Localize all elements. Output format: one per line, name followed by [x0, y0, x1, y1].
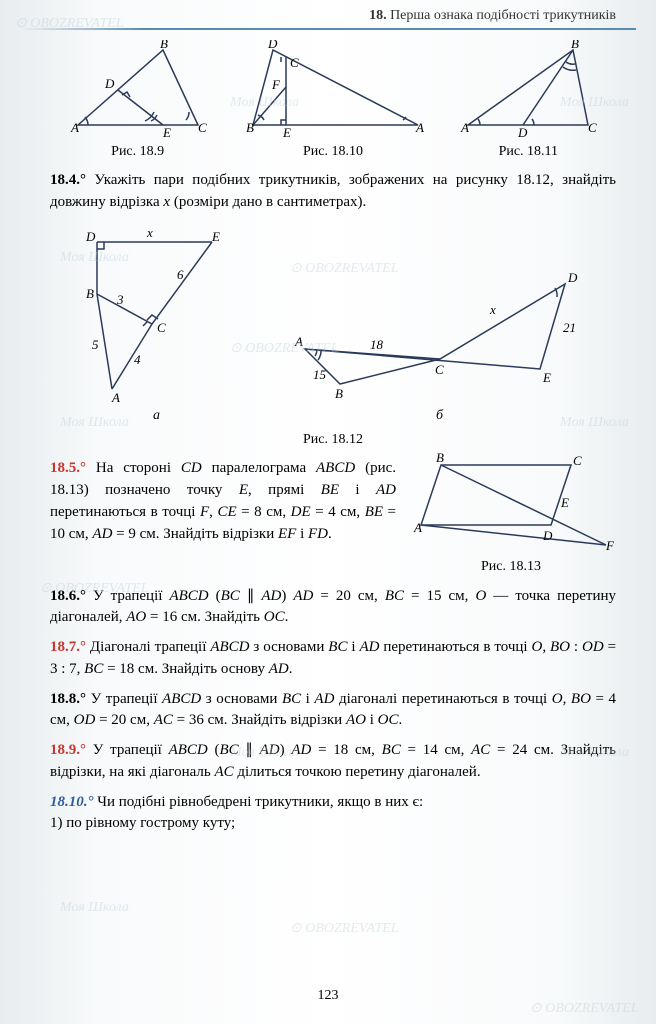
svg-text:D: D — [542, 528, 553, 543]
problem-18-4: 18.4.° Укажіть пари подібних трикутників… — [50, 170, 616, 214]
problem-number: 18.4.° — [50, 172, 86, 188]
svg-text:A: A — [415, 120, 424, 135]
svg-text:F: F — [271, 77, 281, 92]
watermark: ⊙ OBOZREVATEL — [290, 920, 399, 937]
problem-18-7: 18.7.° Діагоналі трапеції ABCD з основам… — [50, 637, 616, 681]
figure-caption: Рис. 18.10 — [238, 142, 428, 162]
problem-subitem: 1) по рівному гострому куту; — [50, 815, 235, 831]
problem-number: 18.8.° — [50, 691, 86, 707]
section-number: 18. — [369, 8, 387, 23]
svg-text:B: B — [160, 40, 168, 51]
svg-text:A: A — [294, 334, 303, 349]
svg-text:x: x — [146, 225, 153, 240]
problem-number: 18.7.° — [50, 639, 86, 655]
problem-18-5: 18.5.° На стороні CD паралелограма ABCD … — [50, 458, 396, 545]
svg-text:F: F — [605, 538, 615, 553]
svg-text:B: B — [436, 450, 444, 465]
figure-18-12-row: D E B C A x 3 6 5 4 а — [50, 224, 616, 426]
svg-text:B: B — [571, 40, 579, 51]
problem-text: Діагоналі трапеції ABCD з основами BC і … — [50, 639, 616, 677]
svg-text:15: 15 — [313, 367, 327, 382]
problem-text: На стороні CD паралелограма ABCD (рис. 1… — [50, 460, 396, 541]
problem-number: 18.6.° — [50, 588, 86, 604]
svg-text:C: C — [588, 120, 597, 135]
svg-text:E: E — [162, 125, 171, 140]
problem-number: 18.10.° — [50, 794, 94, 810]
svg-text:3: 3 — [116, 292, 124, 307]
page-number: 123 — [0, 988, 656, 1004]
svg-text:C: C — [157, 320, 166, 335]
figure-18-10: B D C F E A Рис. 18.10 — [238, 40, 428, 162]
svg-text:D: D — [104, 76, 115, 91]
svg-text:E: E — [560, 495, 569, 510]
svg-text:C: C — [290, 55, 299, 70]
svg-text:A: A — [413, 520, 422, 535]
figure-18-12b: A B C D E x 18 15 21 б — [285, 264, 595, 426]
svg-text:A: A — [460, 120, 469, 135]
svg-text:C: C — [198, 120, 207, 135]
problem-text: У трапеції ABCD (BC ∥ AD) AD = 18 см, BC… — [50, 742, 616, 780]
problem-number: 18.5.° — [50, 460, 86, 476]
problem-18-5-row: 18.5.° На стороні CD паралелограма ABCD … — [50, 450, 616, 577]
figure-row-top: A B C D E Рис. 18.9 — [50, 40, 616, 162]
svg-text:18: 18 — [370, 337, 384, 352]
problem-text: Укажіть пари подібних трикутників, зобра… — [50, 172, 616, 210]
svg-text:C: C — [435, 362, 444, 377]
watermark: Моя Школа — [60, 900, 129, 916]
section-title: Перша ознака подібності трикутників — [390, 8, 616, 23]
header-rule — [20, 28, 636, 30]
problem-text: У трапеції ABCD (BC ∥ AD) AD = 20 см, BC… — [50, 588, 616, 626]
problem-text: Чи подібні рівнобедрені трикутники, якщо… — [97, 794, 423, 810]
svg-text:B: B — [246, 120, 254, 135]
svg-text:E: E — [542, 370, 551, 385]
problem-text: У трапеції ABCD з основами BC і AD діаго… — [50, 691, 616, 729]
svg-text:6: 6 — [177, 267, 184, 282]
svg-text:4: 4 — [134, 352, 141, 367]
svg-text:A: A — [111, 390, 120, 404]
figure-caption: Рис. 18.12 — [50, 430, 616, 450]
figure-18-13: B C A D E F Рис. 18.13 — [406, 450, 616, 577]
svg-text:D: D — [567, 270, 578, 285]
svg-text:B: B — [86, 286, 94, 301]
svg-text:A: A — [70, 120, 79, 135]
svg-text:E: E — [282, 125, 291, 140]
problem-18-10: 18.10.° Чи подібні рівнобедрені трикутни… — [50, 792, 616, 836]
svg-text:D: D — [85, 229, 96, 244]
page: ⊙ OBOZREVATEL Моя Школа Моя Школа Моя Шк… — [0, 0, 656, 1024]
svg-text:E: E — [211, 229, 220, 244]
page-header: 18. Перша ознака подібності трикутників — [0, 0, 656, 28]
figure-18-11: A B C D Рис. 18.11 — [453, 40, 603, 162]
svg-text:x: x — [489, 302, 496, 317]
figure-sublabel: а — [72, 406, 242, 426]
content: A B C D E Рис. 18.9 — [0, 40, 656, 835]
svg-text:21: 21 — [563, 320, 576, 335]
problem-number: 18.9.° — [50, 742, 86, 758]
figure-caption: Рис. 18.11 — [453, 142, 603, 162]
problem-18-9: 18.9.° У трапеції ABCD (BC ∥ AD) AD = 18… — [50, 740, 616, 784]
svg-text:D: D — [267, 40, 278, 51]
svg-text:5: 5 — [92, 337, 99, 352]
figure-caption: Рис. 18.13 — [406, 557, 616, 577]
svg-text:C: C — [573, 453, 582, 468]
problem-18-6: 18.6.° У трапеції ABCD (BC ∥ AD) AD = 20… — [50, 586, 616, 630]
figure-18-12a: D E B C A x 3 6 5 4 а — [72, 224, 242, 426]
figure-18-9: A B C D E Рис. 18.9 — [63, 40, 213, 162]
svg-text:D: D — [517, 125, 528, 140]
problem-18-8: 18.8.° У трапеції ABCD з основами BC і A… — [50, 689, 616, 733]
figure-sublabel: б — [285, 406, 595, 426]
svg-text:B: B — [335, 386, 343, 401]
figure-caption: Рис. 18.9 — [63, 142, 213, 162]
